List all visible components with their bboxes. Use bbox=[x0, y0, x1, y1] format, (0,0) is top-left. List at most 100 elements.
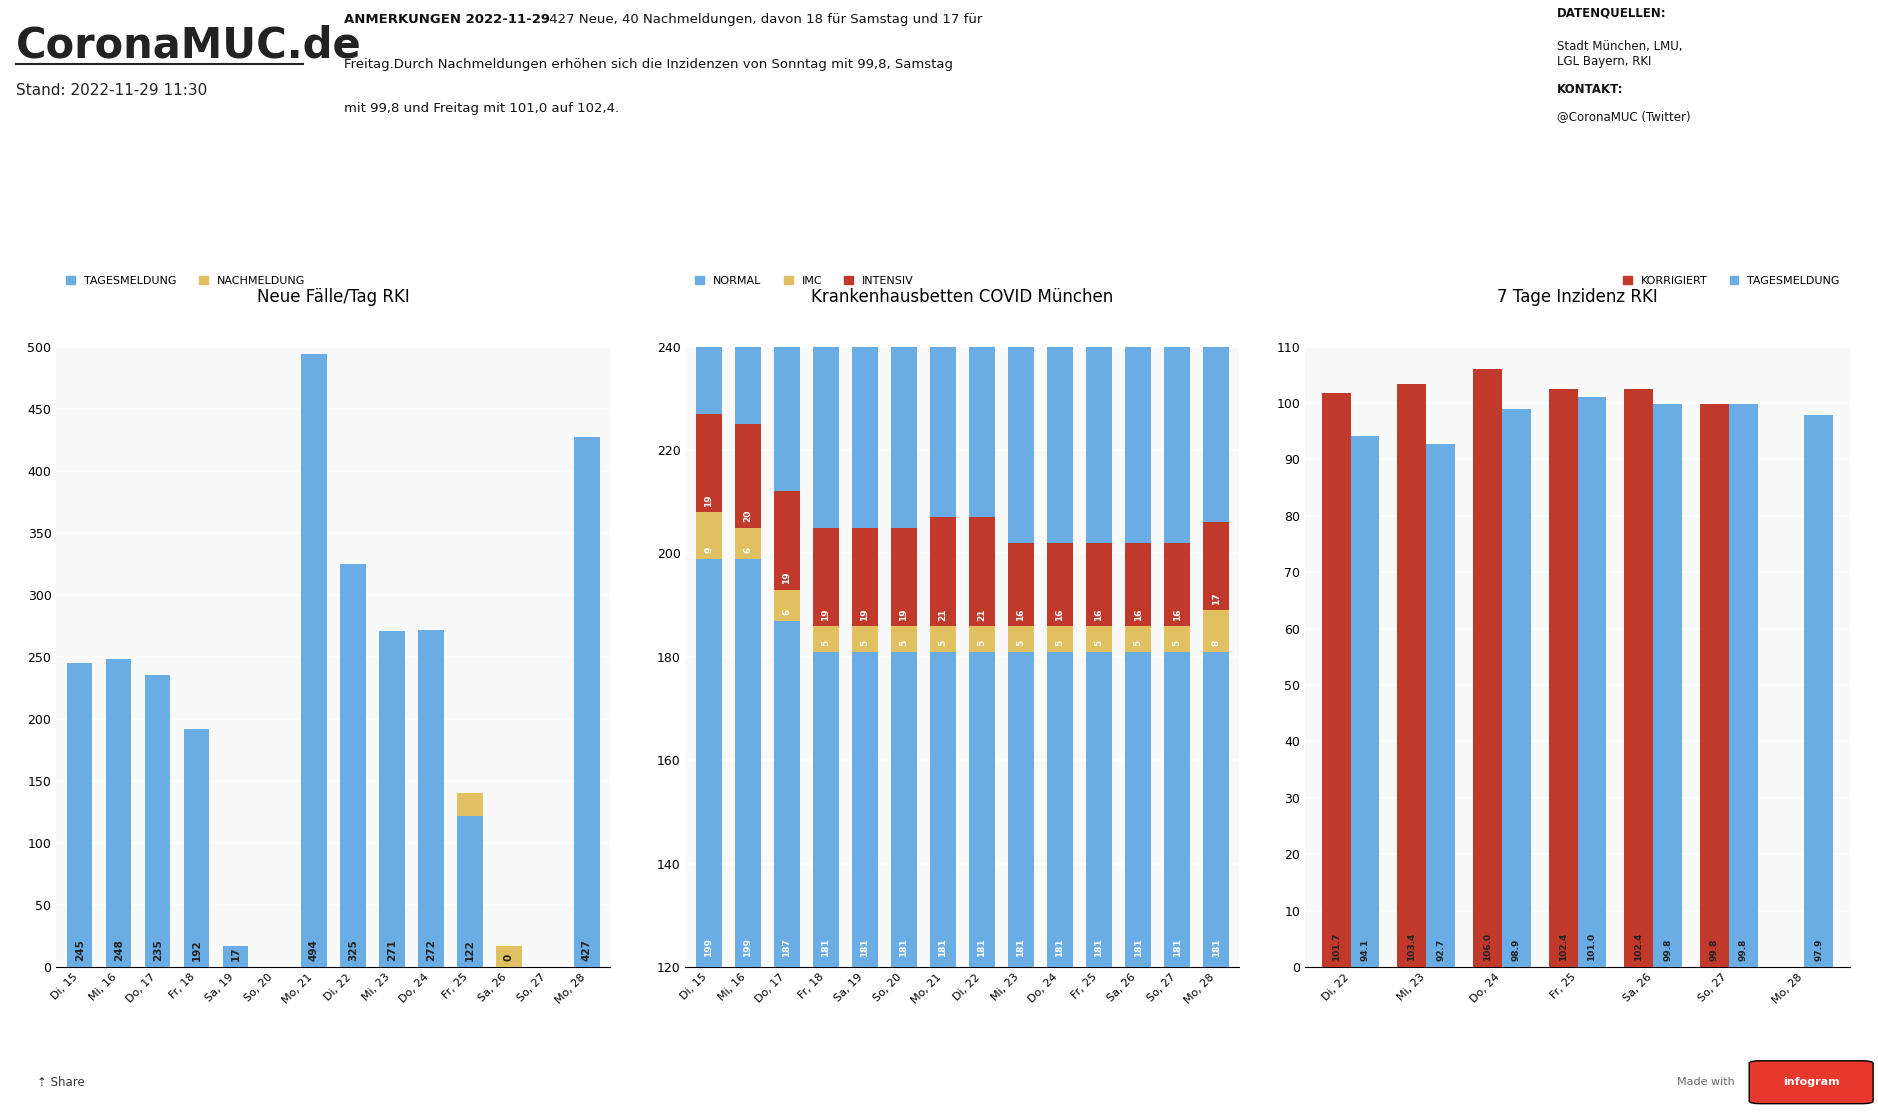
Bar bbox=[969, 626, 995, 652]
Bar bbox=[1164, 652, 1191, 967]
Text: 103.4: 103.4 bbox=[1407, 934, 1416, 961]
Bar bbox=[1125, 626, 1151, 652]
Text: @CoronaMUC (Twitter): @CoronaMUC (Twitter) bbox=[1557, 110, 1690, 123]
Bar bbox=[1624, 389, 1653, 967]
Bar bbox=[969, 518, 995, 626]
Text: Gesamt: 697.680: Gesamt: 697.680 bbox=[109, 275, 205, 285]
Text: 181: 181 bbox=[821, 938, 830, 957]
Bar bbox=[1472, 369, 1502, 967]
Bar bbox=[813, 528, 839, 626]
Title: 7 Tage Inzidenz RKI: 7 Tage Inzidenz RKI bbox=[1497, 288, 1658, 306]
Bar bbox=[853, 528, 877, 626]
Legend: TAGESMELDUNG, NACHMELDUNG: TAGESMELDUNG, NACHMELDUNG bbox=[62, 272, 310, 291]
Text: REPRODUKTIONSWERT: REPRODUKTIONSWERT bbox=[1341, 148, 1476, 157]
Text: 235: 235 bbox=[152, 939, 163, 960]
Bar bbox=[813, 652, 839, 967]
Text: 5: 5 bbox=[821, 641, 830, 646]
Text: 16: 16 bbox=[1095, 608, 1104, 620]
Bar bbox=[1048, 652, 1072, 967]
Bar bbox=[575, 437, 599, 967]
Bar bbox=[1164, 31, 1191, 967]
Text: 99.8: 99.8 bbox=[1664, 939, 1671, 961]
Text: mit 99,8 und Freitag mit 101,0 auf 102,4.: mit 99,8 und Freitag mit 101,0 auf 102,4… bbox=[344, 102, 618, 115]
Bar bbox=[145, 675, 171, 967]
Text: 5: 5 bbox=[939, 641, 948, 646]
Bar bbox=[1204, 652, 1228, 967]
Text: Stand: 2022-11-29 11:30: Stand: 2022-11-29 11:30 bbox=[17, 83, 207, 98]
Legend: KORRIGIERT, TAGESMELDUNG: KORRIGIERT, TAGESMELDUNG bbox=[1619, 272, 1844, 291]
Text: 325: 325 bbox=[347, 939, 359, 960]
Text: 19: 19 bbox=[704, 494, 714, 506]
Text: 494: 494 bbox=[308, 939, 319, 960]
Text: 19: 19 bbox=[783, 571, 791, 585]
Text: +0: +0 bbox=[439, 189, 500, 227]
Bar bbox=[1008, 652, 1033, 967]
Text: 97,9: 97,9 bbox=[1673, 189, 1769, 227]
Bar bbox=[1085, 626, 1112, 652]
Title: Krankenhausbetten COVID München: Krankenhausbetten COVID München bbox=[811, 288, 1114, 306]
Bar bbox=[1397, 383, 1425, 967]
Text: 17: 17 bbox=[1211, 593, 1221, 605]
Bar bbox=[734, 559, 761, 967]
Text: 272: 272 bbox=[426, 939, 436, 960]
Bar bbox=[813, 31, 839, 967]
Bar bbox=[1730, 404, 1758, 967]
Text: BESTÄTIGTE FÄLLE: BESTÄTIGTE FÄLLE bbox=[101, 148, 210, 158]
Text: 5: 5 bbox=[860, 641, 870, 646]
Bar bbox=[892, 31, 916, 967]
Bar bbox=[774, 589, 800, 620]
Bar bbox=[105, 660, 131, 967]
Bar bbox=[930, 652, 956, 967]
Bar bbox=[1085, 652, 1112, 967]
Bar bbox=[1125, 652, 1151, 967]
Bar bbox=[1425, 444, 1455, 967]
Text: 5: 5 bbox=[1134, 641, 1142, 646]
Bar bbox=[1700, 404, 1730, 967]
Text: 427: 427 bbox=[582, 939, 592, 960]
Text: 181: 181 bbox=[1211, 938, 1221, 957]
Bar bbox=[1008, 626, 1033, 652]
Text: 181: 181 bbox=[939, 938, 948, 957]
Bar bbox=[1204, 522, 1228, 610]
Text: 181: 181 bbox=[900, 938, 909, 957]
Text: 5: 5 bbox=[1172, 641, 1181, 646]
Text: Stadt München, LMU,
LGL Bayern, RKI: Stadt München, LMU, LGL Bayern, RKI bbox=[1557, 40, 1683, 68]
Text: 16: 16 bbox=[1016, 608, 1025, 620]
Text: 181: 181 bbox=[1095, 938, 1104, 957]
Text: Freitag.Durch Nachmeldungen erhöhen sich die Inzidenzen von Sonntag mit 99,8, Sa: Freitag.Durch Nachmeldungen erhöhen sich… bbox=[344, 58, 952, 70]
Text: 181: 181 bbox=[1016, 938, 1025, 957]
Bar bbox=[969, 31, 995, 967]
Text: DATENQUELLEN:: DATENQUELLEN: bbox=[1557, 7, 1666, 20]
Text: 5: 5 bbox=[1016, 641, 1025, 646]
Bar bbox=[184, 729, 210, 967]
Bar bbox=[1805, 415, 1833, 967]
Text: 0: 0 bbox=[503, 954, 515, 960]
Text: +464.: +464. bbox=[92, 189, 222, 227]
Text: 194: 194 bbox=[969, 193, 1033, 222]
Text: 199: 199 bbox=[744, 938, 753, 957]
Text: Di-Sa, nicht nach
Feiertagen: Di-Sa, nicht nach Feiertagen bbox=[1677, 264, 1765, 285]
Text: 5: 5 bbox=[1055, 641, 1065, 646]
Text: 1,04: 1,04 bbox=[1360, 189, 1457, 227]
Text: 248: 248 bbox=[115, 939, 124, 960]
Bar bbox=[1164, 543, 1191, 626]
Text: 106.0: 106.0 bbox=[1484, 934, 1491, 961]
Bar bbox=[419, 629, 443, 967]
Text: 271: 271 bbox=[387, 939, 396, 960]
FancyBboxPatch shape bbox=[1748, 1061, 1872, 1103]
Text: TODESFÄLLE: TODESFÄLLE bbox=[432, 148, 507, 158]
Text: 19: 19 bbox=[821, 608, 830, 620]
Text: 6: 6 bbox=[744, 547, 753, 553]
Text: 181: 181 bbox=[1134, 938, 1142, 957]
Text: 16: 16 bbox=[1172, 608, 1181, 620]
Bar bbox=[697, 559, 721, 967]
Text: INTENSIV: INTENSIV bbox=[1166, 275, 1213, 285]
Text: 17: 17 bbox=[231, 946, 240, 960]
Bar bbox=[892, 626, 916, 652]
Text: 9: 9 bbox=[704, 547, 714, 553]
Bar bbox=[1048, 626, 1072, 652]
Text: 181: 181 bbox=[1055, 938, 1065, 957]
Text: 187: 187 bbox=[783, 938, 791, 957]
Text: 16: 16 bbox=[1055, 608, 1065, 620]
Bar bbox=[456, 816, 483, 967]
